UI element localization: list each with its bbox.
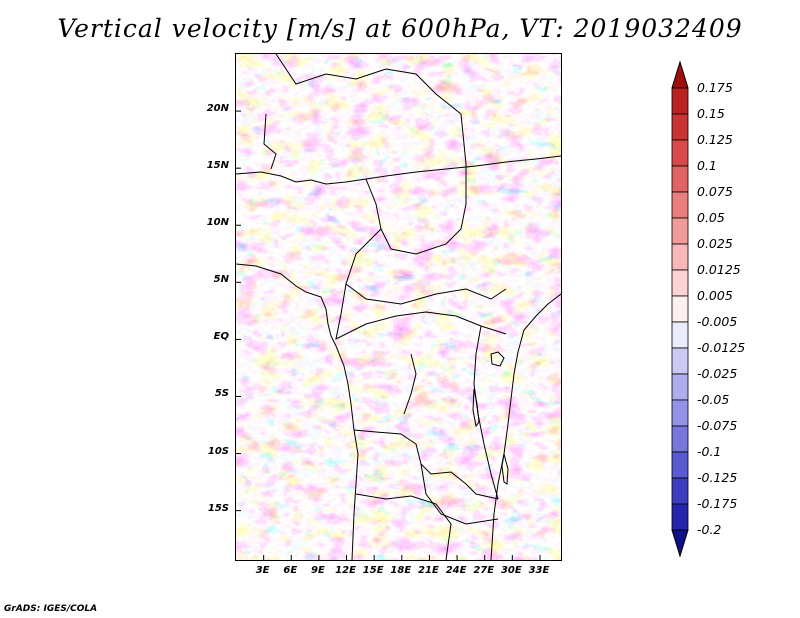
colorbar-level-label: -0.075 (697, 418, 737, 433)
colorbar-level-label: 0.125 (697, 132, 733, 147)
colorbar-swatch (672, 478, 688, 504)
colorbar-swatch (672, 400, 688, 426)
colorbar-swatch (672, 426, 688, 452)
colorbar-level-label: 0.025 (697, 236, 733, 251)
colorbar-swatch (672, 270, 688, 296)
colorbar-level-label: 0.1 (697, 158, 717, 173)
colorbar-level-label: -0.05 (697, 392, 729, 407)
colorbar-level-label: -0.125 (697, 470, 737, 485)
colorbar-swatch (672, 244, 688, 270)
colorbar-swatch (672, 504, 688, 530)
colorbar-swatch (672, 114, 688, 140)
footer-credit: GrADS: IGES/COLA (4, 604, 97, 614)
colorbar-level-label: -0.005 (697, 314, 737, 329)
colorbar (0, 0, 800, 618)
colorbar-swatch (672, 374, 688, 400)
colorbar-level-label: -0.175 (697, 496, 737, 511)
colorbar-level-label: 0.005 (697, 288, 733, 303)
colorbar-level-label: 0.075 (697, 184, 733, 199)
colorbar-swatch (672, 218, 688, 244)
colorbar-level-label: -0.025 (697, 366, 737, 381)
colorbar-swatch (672, 192, 688, 218)
colorbar-level-label: -0.2 (697, 522, 721, 537)
colorbar-level-label: 0.05 (697, 210, 725, 225)
colorbar-swatch (672, 322, 688, 348)
colorbar-swatch (672, 140, 688, 166)
colorbar-top-arrow (672, 62, 688, 88)
colorbar-level-label: 0.15 (697, 106, 725, 121)
colorbar-level-label: -0.0125 (697, 340, 745, 355)
colorbar-swatch (672, 348, 688, 374)
colorbar-swatch (672, 452, 688, 478)
colorbar-level-label: -0.1 (697, 444, 721, 459)
colorbar-swatch (672, 166, 688, 192)
colorbar-level-label: 0.175 (697, 80, 733, 95)
colorbar-bottom-arrow (672, 530, 688, 556)
colorbar-swatch (672, 296, 688, 322)
colorbar-level-label: 0.0125 (697, 262, 741, 277)
colorbar-swatch (672, 88, 688, 114)
